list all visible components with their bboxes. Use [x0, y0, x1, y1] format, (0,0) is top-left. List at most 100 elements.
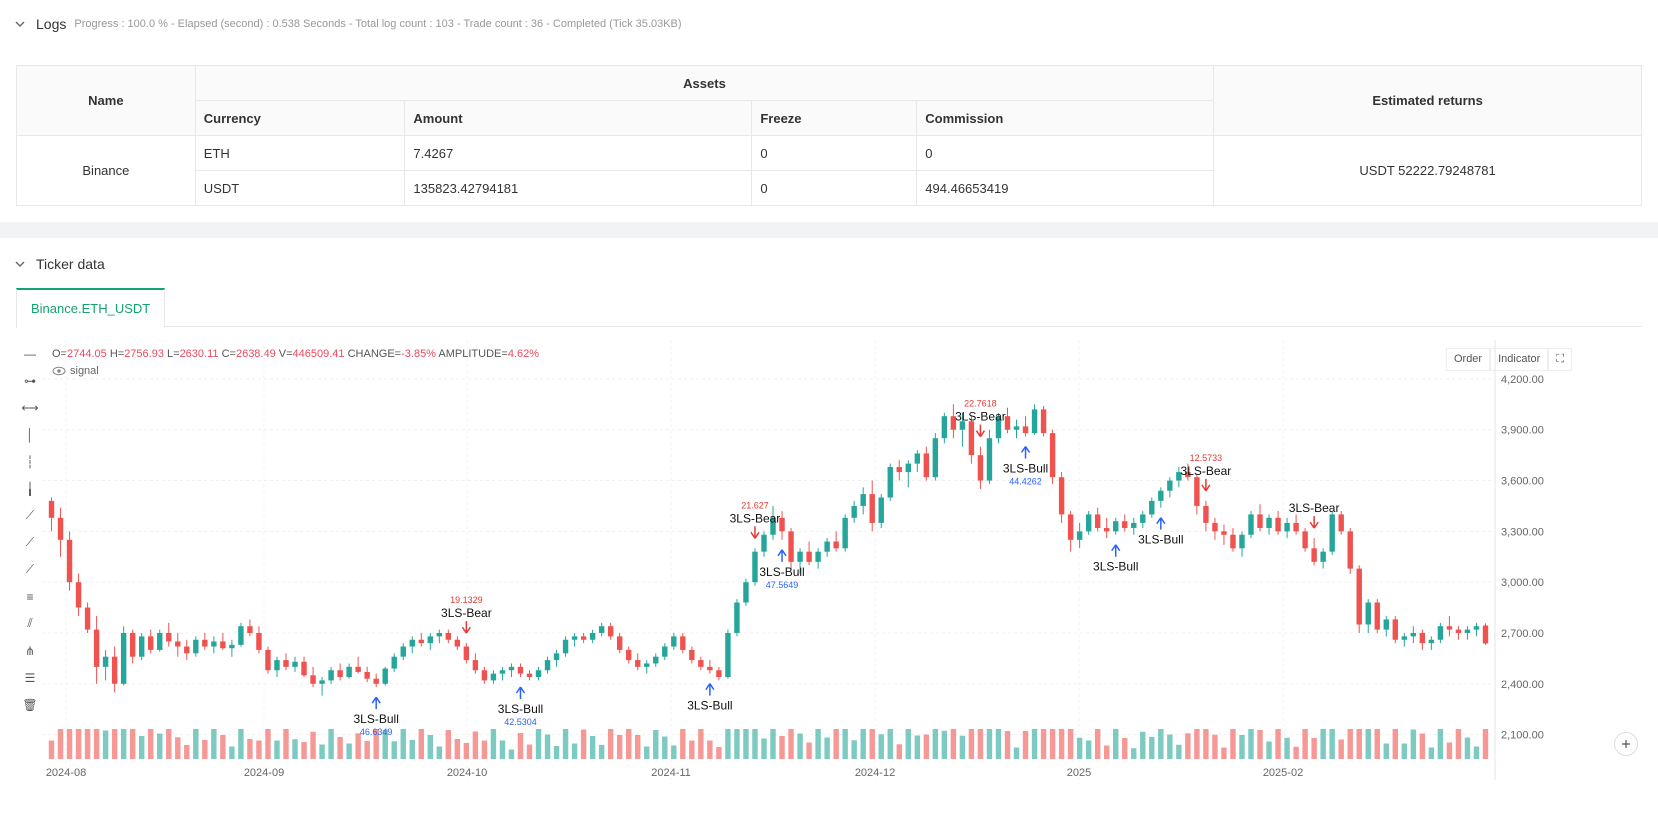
bull-signal-label: 3LS-Bull — [759, 565, 804, 579]
bear-arrow-icon — [975, 424, 986, 438]
bull-signal-value: 44.4262 — [1009, 477, 1042, 487]
candle-body — [175, 641, 181, 647]
ticker-header[interactable]: Ticker data — [0, 250, 105, 278]
chevron-down-icon[interactable] — [14, 258, 26, 270]
volume-bar — [364, 741, 370, 759]
volume-bar — [373, 729, 379, 759]
volume-bar — [1266, 741, 1272, 759]
volume-bar — [499, 740, 506, 759]
chevron-down-icon[interactable] — [14, 18, 26, 30]
bull-arrow-icon — [515, 686, 526, 700]
indicator-button[interactable]: Indicator — [1490, 348, 1549, 371]
fullscreen-icon[interactable]: ⛶ — [1548, 348, 1572, 371]
y-tick-label: 3,900.00 — [1501, 425, 1544, 437]
volume-bar — [1473, 746, 1480, 759]
vertical-line-icon[interactable]: │ — [26, 427, 34, 442]
candle-body — [463, 646, 470, 661]
candle-body — [1076, 531, 1083, 540]
trash-icon[interactable]: 🗑 — [22, 697, 38, 712]
volume-bar — [1455, 729, 1462, 759]
vertical-ray-icon[interactable]: ╽ — [26, 481, 34, 496]
bear-arrow-icon — [1309, 516, 1319, 529]
eye-icon[interactable] — [52, 366, 66, 376]
volume-bar — [472, 731, 479, 759]
volume-bar — [1221, 747, 1227, 759]
candle-body — [607, 626, 614, 637]
candle-body — [75, 582, 82, 608]
tab-eth-usdt[interactable]: Binance.ETH_USDT — [16, 288, 166, 329]
candle-body — [283, 660, 289, 667]
candle-body — [1347, 531, 1353, 569]
candle-body — [1149, 500, 1155, 515]
low-value: 2630.11 — [179, 348, 219, 360]
candle-body — [689, 649, 695, 661]
change-value: -3.85% — [401, 348, 436, 360]
amplitude-label: AMPLITUDE= — [438, 348, 508, 360]
candle-body — [48, 500, 55, 518]
candle-body — [698, 660, 704, 667]
candle-body — [148, 636, 154, 650]
candle-body — [1455, 629, 1462, 633]
candle-body — [761, 534, 767, 552]
volume-bar — [626, 729, 632, 759]
signal-legend[interactable]: signal — [52, 365, 99, 377]
volume-bar — [571, 743, 578, 759]
candle-body — [797, 551, 803, 562]
volume-bar — [1122, 738, 1128, 759]
close-value: 2638.49 — [235, 348, 276, 360]
volume-bar — [833, 729, 839, 759]
amount-cell: 7.4267 — [404, 135, 753, 171]
candle-body — [815, 551, 821, 562]
vertical-segment-icon[interactable]: ┆ — [26, 454, 34, 469]
volume-bar — [120, 729, 127, 759]
volume-bar — [815, 729, 821, 759]
candle-body — [950, 416, 957, 430]
y-tick-label: 3,300.00 — [1501, 526, 1544, 538]
high-label: H= — [109, 348, 125, 360]
bull-arrow-icon — [1111, 544, 1121, 557]
scroll-handle-icon[interactable] — [1614, 732, 1638, 756]
bear-arrow-icon — [750, 526, 760, 539]
ray-line-icon[interactable]: ⟋ — [25, 535, 35, 549]
candle-body — [157, 632, 163, 650]
volume-bar — [1085, 740, 1092, 759]
volume-bar — [1311, 738, 1317, 759]
cursor-cross-icon[interactable]: — — [24, 346, 36, 361]
candle-body — [1401, 636, 1408, 640]
candle-body — [427, 636, 434, 644]
extended-line-icon[interactable]: ⟋ — [25, 562, 35, 576]
trend-line-icon[interactable]: ⟋ — [25, 508, 35, 522]
volume-bar — [481, 740, 488, 759]
candlestick-chart[interactable]: 4,200.00 3,900.00 3,600.00 3,300.00 3,000.00… — [16, 340, 1642, 822]
parallel-channel-icon[interactable]: ⫽ — [27, 616, 33, 630]
volume-bar — [544, 734, 551, 759]
horizontal-line-icon[interactable]: ⟷ — [21, 400, 39, 415]
low-label: L= — [167, 348, 180, 360]
bull-arrow-icon — [705, 683, 715, 696]
bull-arrow-icon — [1156, 517, 1166, 530]
candle-body — [905, 463, 911, 473]
volume-bar — [1464, 737, 1471, 759]
candle-body — [120, 632, 127, 684]
candle-body — [1284, 522, 1290, 532]
candle-body — [1022, 426, 1029, 434]
candle-body — [806, 551, 812, 562]
candle-body — [1383, 619, 1389, 630]
volume-bar — [1338, 739, 1344, 759]
candle-body — [57, 517, 64, 540]
candle-body — [400, 646, 406, 657]
logs-meta: Progress : 100.0 % - Elapsed (second) : … — [74, 18, 682, 30]
y-tick-label: 3,000.00 — [1501, 577, 1544, 589]
measure-icon[interactable]: ☰ — [24, 670, 36, 685]
fib-icon[interactable]: ≡ — [26, 589, 34, 604]
candle-body — [833, 541, 839, 549]
order-button[interactable]: Order — [1445, 348, 1491, 371]
volume-bar — [1365, 729, 1371, 759]
horizontal-ray-icon[interactable]: ⊶ — [24, 373, 36, 388]
logs-header[interactable]: Logs Progress : 100.0 % - Elapsed (secon… — [0, 10, 682, 38]
ohlc-readout: O=2744.05 H=2756.93 L=2630.11 C=2638.49 … — [52, 348, 539, 360]
amount-cell: 135823.42794181 — [404, 170, 753, 206]
volume-bar — [1031, 729, 1038, 759]
pitchfork-icon[interactable]: ⋔ — [24, 643, 36, 658]
volume-bar — [355, 733, 361, 759]
